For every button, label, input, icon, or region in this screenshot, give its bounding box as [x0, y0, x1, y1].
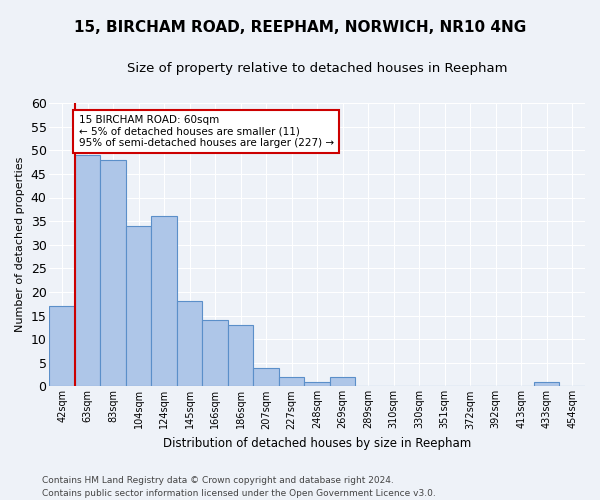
Text: 15, BIRCHAM ROAD, REEPHAM, NORWICH, NR10 4NG: 15, BIRCHAM ROAD, REEPHAM, NORWICH, NR10…: [74, 20, 526, 35]
Bar: [534, 382, 559, 386]
Bar: [151, 216, 177, 386]
Bar: [75, 155, 100, 386]
Text: Contains HM Land Registry data © Crown copyright and database right 2024.
Contai: Contains HM Land Registry data © Crown c…: [42, 476, 436, 498]
Bar: [279, 377, 304, 386]
Bar: [202, 320, 228, 386]
Title: Size of property relative to detached houses in Reepham: Size of property relative to detached ho…: [127, 62, 508, 76]
Bar: [49, 306, 75, 386]
Text: 15 BIRCHAM ROAD: 60sqm
← 5% of detached houses are smaller (11)
95% of semi-deta: 15 BIRCHAM ROAD: 60sqm ← 5% of detached …: [79, 115, 334, 148]
X-axis label: Distribution of detached houses by size in Reepham: Distribution of detached houses by size …: [163, 437, 471, 450]
Bar: [330, 377, 355, 386]
Bar: [177, 302, 202, 386]
Bar: [228, 325, 253, 386]
Bar: [253, 368, 279, 386]
Bar: [100, 160, 126, 386]
Bar: [126, 226, 151, 386]
Y-axis label: Number of detached properties: Number of detached properties: [15, 157, 25, 332]
Bar: [304, 382, 330, 386]
